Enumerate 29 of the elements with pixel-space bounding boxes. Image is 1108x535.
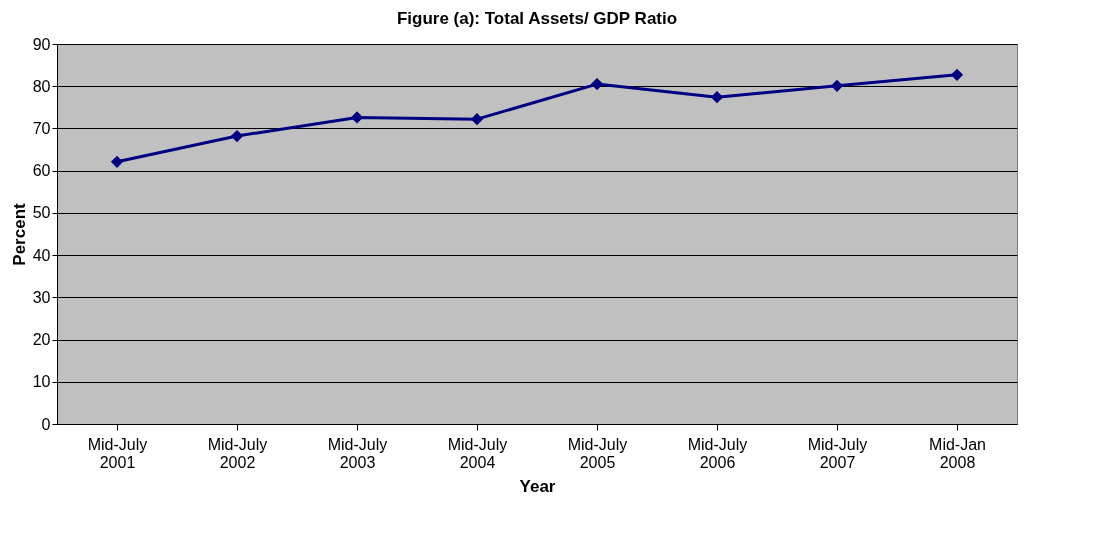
y-tick-label: 90 [32,35,51,53]
point [230,129,244,143]
y-tick-label: 0 [41,415,51,433]
point [470,113,484,126]
y-tick-label: 10 [32,373,51,391]
y-tick-label: 60 [32,162,51,180]
y-tick-label: 20 [32,331,51,349]
x-tick-label: Mid-July 2006 [687,435,748,471]
x-tick-label: Mid-July 2007 [807,435,868,471]
x-tick-label: Mid-Jan 2008 [929,435,986,471]
x-tick-label: Mid-July 2002 [207,435,268,471]
x-tick-label: Mid-July 2003 [327,435,388,471]
y-tick-label: 40 [32,246,51,264]
x-tick-label: Mid-July 2001 [87,435,148,471]
point [830,79,844,92]
point [710,91,724,104]
x-tick-label: Mid-July 2004 [447,435,508,471]
y-tick-label: 70 [32,119,51,137]
y-axis-title: Percent [9,202,29,266]
chart-title: Figure (a): Total Assets/ GDP Ratio [396,9,678,28]
y-tick-label: 30 [32,288,51,306]
point [350,111,364,124]
point [110,155,124,168]
y-tick-label: 50 [32,204,51,222]
point [950,68,964,81]
y-tick-label: 80 [32,77,51,95]
point [590,77,604,91]
x-axis-title: Year [519,476,556,496]
x-tick-label: Mid-July 2005 [567,435,628,471]
